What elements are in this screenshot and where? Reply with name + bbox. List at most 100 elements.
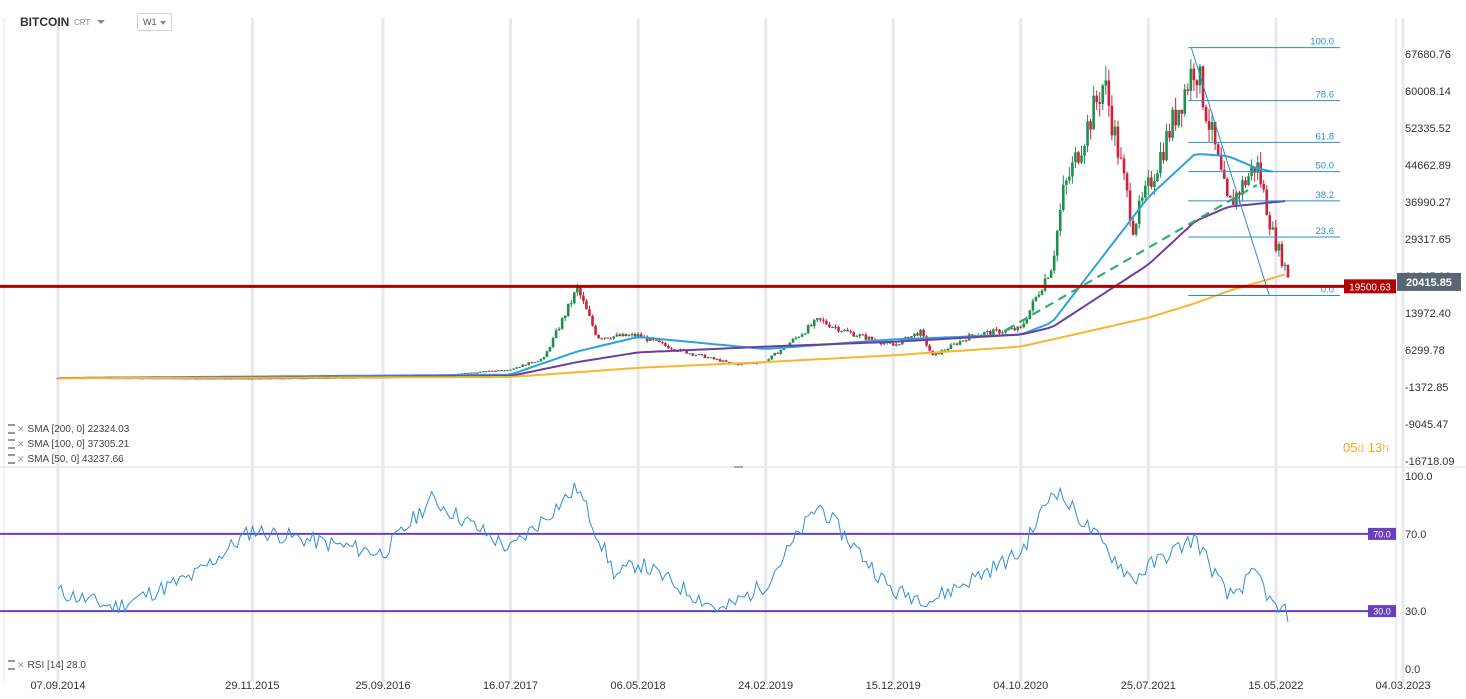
candle[interactable] [588,305,591,317]
candle[interactable] [503,370,506,372]
candle[interactable] [843,328,846,332]
candle[interactable] [1265,185,1269,216]
candle[interactable] [1065,178,1068,195]
candle[interactable] [1077,150,1080,165]
candle[interactable] [1101,83,1105,111]
candle[interactable] [849,329,852,334]
candle[interactable] [582,291,585,305]
candle[interactable] [506,369,509,372]
sma200-line[interactable] [58,273,1286,380]
candle[interactable] [554,328,558,339]
candle[interactable] [986,329,989,335]
candle[interactable] [521,364,524,367]
candle[interactable] [1247,173,1250,186]
candle[interactable] [806,324,810,334]
candle[interactable] [1074,146,1077,168]
candle[interactable] [1095,90,1098,111]
candle[interactable] [603,337,606,340]
candle[interactable] [573,291,576,305]
candle[interactable] [497,370,500,372]
candle[interactable] [481,370,485,373]
candle[interactable] [1119,147,1123,160]
candle[interactable] [624,333,628,337]
candle[interactable] [773,352,777,356]
candle[interactable] [894,342,898,347]
candle[interactable] [998,329,1001,335]
candle[interactable] [864,332,868,342]
candle[interactable] [1168,123,1171,142]
candle[interactable] [1049,268,1053,279]
candle[interactable] [1207,108,1211,142]
candle[interactable] [460,373,464,375]
candle[interactable] [1004,329,1007,335]
candle[interactable] [1080,145,1083,165]
candle[interactable] [1162,142,1165,164]
candle[interactable] [1195,79,1199,99]
candle[interactable] [691,353,695,357]
candle[interactable] [724,359,728,363]
candle[interactable] [995,326,998,332]
candle[interactable] [1028,310,1032,320]
candle[interactable] [1150,170,1153,190]
candle[interactable] [466,373,470,375]
candle[interactable] [478,371,482,373]
candle[interactable] [1022,321,1026,329]
indicator-sma100[interactable]: ✕ SMA [100, 0] 37305.21 [8,437,129,452]
pane-resize-handle[interactable] [734,466,743,468]
candle[interactable] [828,321,831,328]
candle[interactable] [855,334,859,338]
candle[interactable] [566,303,570,318]
candle[interactable] [925,335,928,348]
candle[interactable] [1262,179,1266,193]
candle[interactable] [484,371,488,373]
candle[interactable] [703,354,707,359]
candle[interactable] [852,330,856,337]
candle[interactable] [1286,264,1290,278]
candle[interactable] [1034,296,1038,302]
candle[interactable] [1019,325,1023,329]
close-icon[interactable]: ✕ [17,454,25,464]
candle[interactable] [1137,194,1141,229]
candle[interactable] [539,358,543,362]
candle[interactable] [475,372,479,374]
candle[interactable] [800,332,804,338]
candle[interactable] [916,331,919,337]
candle[interactable] [597,334,600,339]
candle[interactable] [551,336,555,349]
candle[interactable] [1131,215,1135,236]
candle[interactable] [594,324,597,336]
candle[interactable] [518,366,521,368]
settings-icon[interactable] [8,424,15,435]
candle[interactable] [791,337,795,344]
candle[interactable] [1134,222,1138,237]
chevron-down-icon[interactable] [97,20,105,24]
candle[interactable] [1201,65,1205,110]
candle[interactable] [727,361,731,363]
candle[interactable] [1116,120,1120,165]
candle[interactable] [825,319,828,325]
candle[interactable] [533,361,537,364]
candle[interactable] [670,347,673,351]
candle[interactable] [776,351,780,354]
candle[interactable] [545,350,549,358]
candle[interactable] [709,357,713,359]
candle[interactable] [1016,326,1020,333]
candle[interactable] [779,349,783,355]
candle[interactable] [1216,141,1220,156]
rsi-line[interactable] [57,482,1289,623]
candle[interactable] [1274,219,1278,253]
settings-icon[interactable] [8,439,15,450]
candle[interactable] [1046,276,1050,280]
candle[interactable] [1229,195,1232,198]
candle[interactable] [1159,142,1162,178]
candle[interactable] [1040,289,1044,296]
candle[interactable] [934,352,938,357]
candle[interactable] [615,332,619,338]
candle[interactable] [803,332,807,336]
candle[interactable] [500,370,503,372]
candle[interactable] [840,330,843,333]
candle[interactable] [469,372,473,374]
candle[interactable] [831,326,834,329]
candle[interactable] [1165,123,1168,162]
candle[interactable] [913,333,916,339]
